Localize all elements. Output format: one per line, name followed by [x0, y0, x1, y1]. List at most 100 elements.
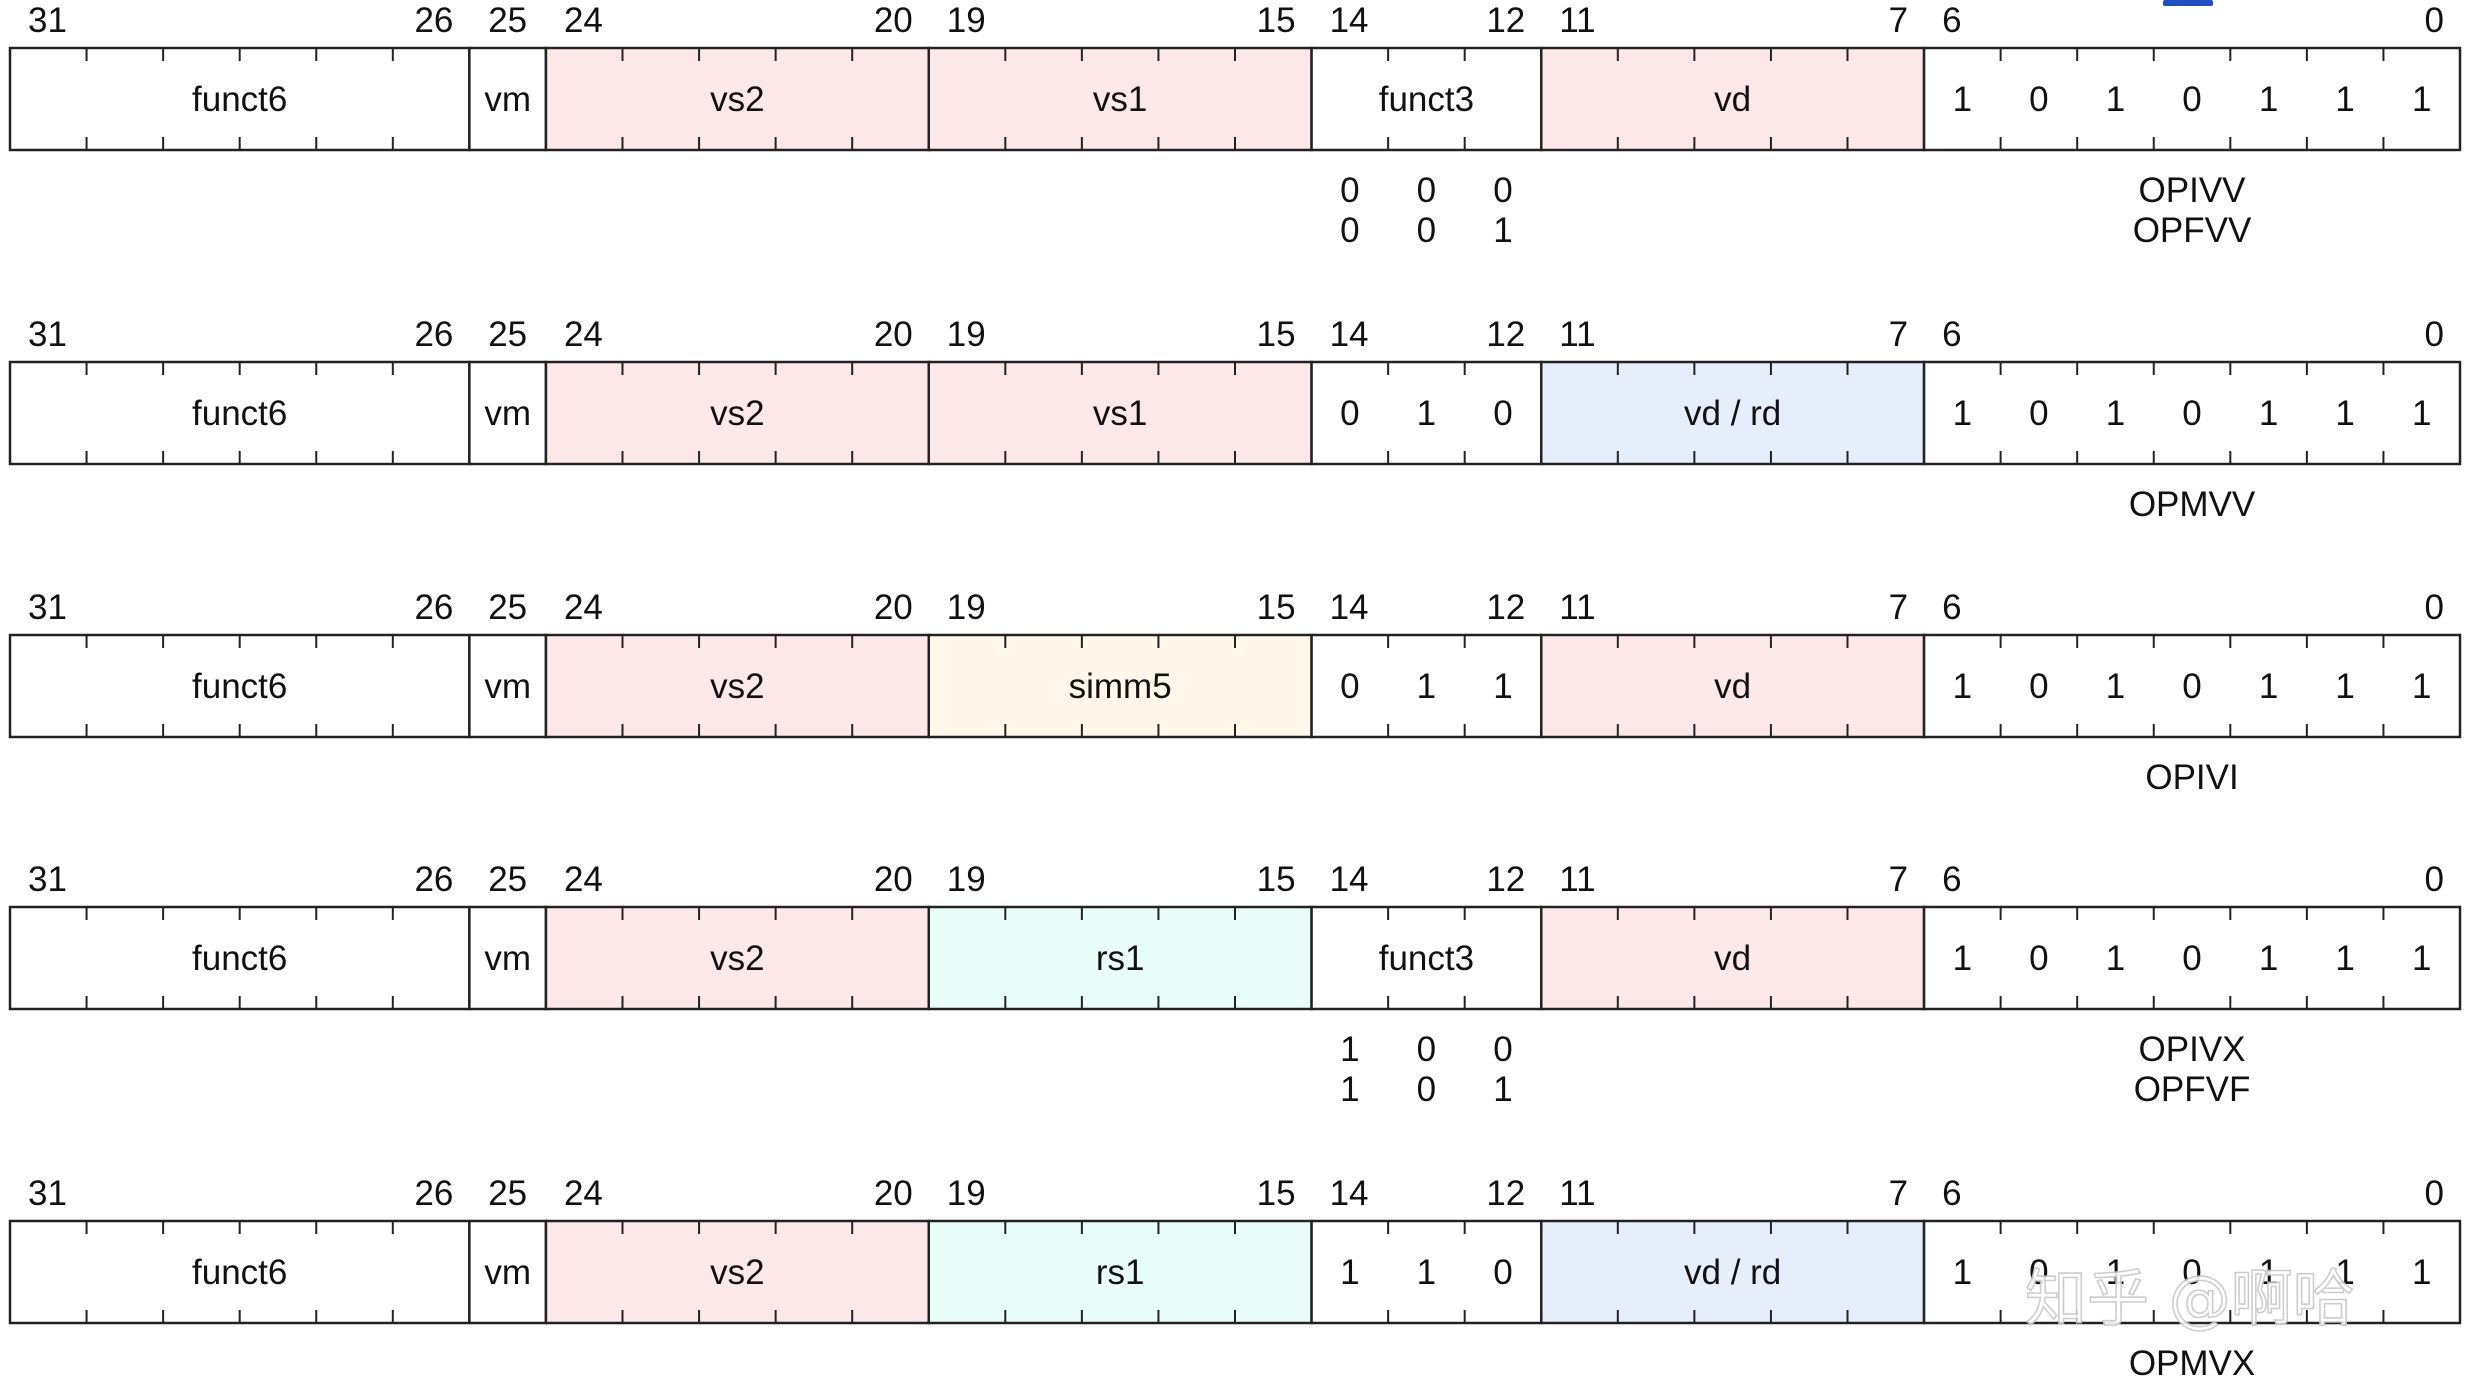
bit-position-label: 7 [1889, 1, 1908, 40]
field-label: vs2 [710, 667, 764, 706]
bit-position-label: 19 [947, 860, 986, 899]
field-vm: vm [468, 905, 548, 1011]
bit-position-label: 19 [947, 588, 986, 627]
bit-position-label: 7 [1889, 1174, 1908, 1213]
opcode-field: 1 0 1 0 1 1 1 [1922, 905, 2462, 1011]
field-vs2: vs2 [544, 1219, 930, 1325]
field-box [1922, 633, 2462, 739]
bit-position-label: 25 [488, 860, 527, 899]
bit-position-label: 0 [2425, 588, 2444, 627]
field-vs2: vs2 [544, 905, 930, 1011]
bit-value: 1 [1417, 667, 1436, 706]
field-box [1540, 1219, 1926, 1325]
field-vd-rd: vd / rd [1540, 1219, 1926, 1325]
funct3-encoding-bit: 1 [1493, 1070, 1512, 1109]
bit-position-label: 20 [874, 588, 913, 627]
bit-position-label: 0 [2425, 860, 2444, 899]
bit-position-label: 20 [874, 1, 913, 40]
bit-position-label: 15 [1257, 315, 1296, 354]
bit-position-label: 25 [488, 1174, 527, 1213]
field-funct6: funct6 [8, 905, 471, 1011]
field-label: funct6 [192, 939, 287, 978]
field-funct6: funct6 [8, 360, 471, 466]
field-box [1540, 46, 1926, 152]
field-box [1310, 905, 1543, 1011]
field-funct6: funct6 [8, 633, 471, 739]
field-label: vs1 [1093, 394, 1147, 433]
bit-position-label: 24 [564, 1, 603, 40]
field-label: vs2 [710, 939, 764, 978]
field-label: vm [484, 80, 531, 119]
bit-value: 1 [2335, 939, 2354, 978]
field-label: vd / rd [1684, 1253, 1781, 1292]
bit-value: 1 [2259, 80, 2278, 119]
bit-value: 1 [2259, 667, 2278, 706]
bit-position-label: 24 [564, 860, 603, 899]
category-label: OPIVV [2139, 171, 2247, 210]
bit-value: 1 [2106, 939, 2125, 978]
field-label: vm [484, 667, 531, 706]
field-box [1310, 1219, 1543, 1325]
bit-value: 1 [2335, 80, 2354, 119]
bit-value: 0 [2029, 1253, 2048, 1292]
field-label: vm [484, 939, 531, 978]
bit-value: 1 [1953, 667, 1972, 706]
field-funct6: funct6 [8, 46, 471, 152]
field-funct6: funct6 [8, 1219, 471, 1325]
bit-value: 1 [2335, 1253, 2354, 1292]
field-label: vd [1714, 667, 1751, 706]
field-label: vs1 [1093, 80, 1147, 119]
field-box [544, 46, 930, 152]
field-label: vs2 [710, 80, 764, 119]
bit-value: 1 [1953, 80, 1972, 119]
field-vd: vd [1540, 46, 1926, 152]
bit-position-label: 19 [947, 1174, 986, 1213]
field-label: vm [484, 394, 531, 433]
bit-value: 0 [1493, 394, 1512, 433]
bit-position-label: 31 [28, 315, 67, 354]
bit-position-label: 12 [1486, 588, 1525, 627]
field-vs1: vs1 [927, 46, 1313, 152]
funct3-encoding-bit: 1 [1340, 1070, 1359, 1109]
logo-fragment-icon [2163, 0, 2213, 6]
bit-value: 0 [2182, 939, 2201, 978]
field-vs2: vs2 [544, 360, 930, 466]
bit-value: 1 [1953, 1253, 1972, 1292]
field-label: vm [484, 1253, 531, 1292]
bit-position-label: 19 [947, 1, 986, 40]
bit-position-label: 24 [564, 315, 603, 354]
funct3-encoding-bit: 0 [1493, 171, 1512, 210]
field-box [1540, 360, 1926, 466]
bit-position-label: 7 [1889, 588, 1908, 627]
funct3-encoding-bit: 0 [1493, 1030, 1512, 1069]
field-label: vd [1714, 939, 1751, 978]
bit-value: 0 [2029, 394, 2048, 433]
field-box [927, 46, 1313, 152]
field-box [544, 360, 930, 466]
opcode-field: 1 0 1 0 1 1 1 [1922, 360, 2462, 466]
bit-position-label: 31 [28, 860, 67, 899]
funct3-encoding-bit: 0 [1417, 1070, 1436, 1109]
bit-value: 1 [2259, 1253, 2278, 1292]
field-box [8, 905, 471, 1011]
bit-value: 1 [2259, 939, 2278, 978]
bit-position-label: 14 [1330, 315, 1369, 354]
bit-position-label: 26 [414, 315, 453, 354]
bit-position-label: 0 [2425, 1174, 2444, 1213]
field-funct3-value: 1 1 0 [1310, 1219, 1543, 1325]
field-funct3-value: 0 1 0 [1310, 360, 1543, 466]
field-label: funct6 [192, 394, 287, 433]
field-box [1310, 360, 1543, 466]
field-vm: vm [468, 633, 548, 739]
field-label: funct6 [192, 80, 287, 119]
bit-value: 1 [2259, 394, 2278, 433]
bit-value: 0 [2182, 1253, 2201, 1292]
bit-position-label: 12 [1486, 1, 1525, 40]
field-box [1922, 360, 2462, 466]
bit-position-label: 11 [1559, 315, 1595, 354]
field-rs1: rs1 [927, 1219, 1313, 1325]
bit-value: 1 [2106, 1253, 2125, 1292]
bit-position-label: 15 [1257, 588, 1296, 627]
